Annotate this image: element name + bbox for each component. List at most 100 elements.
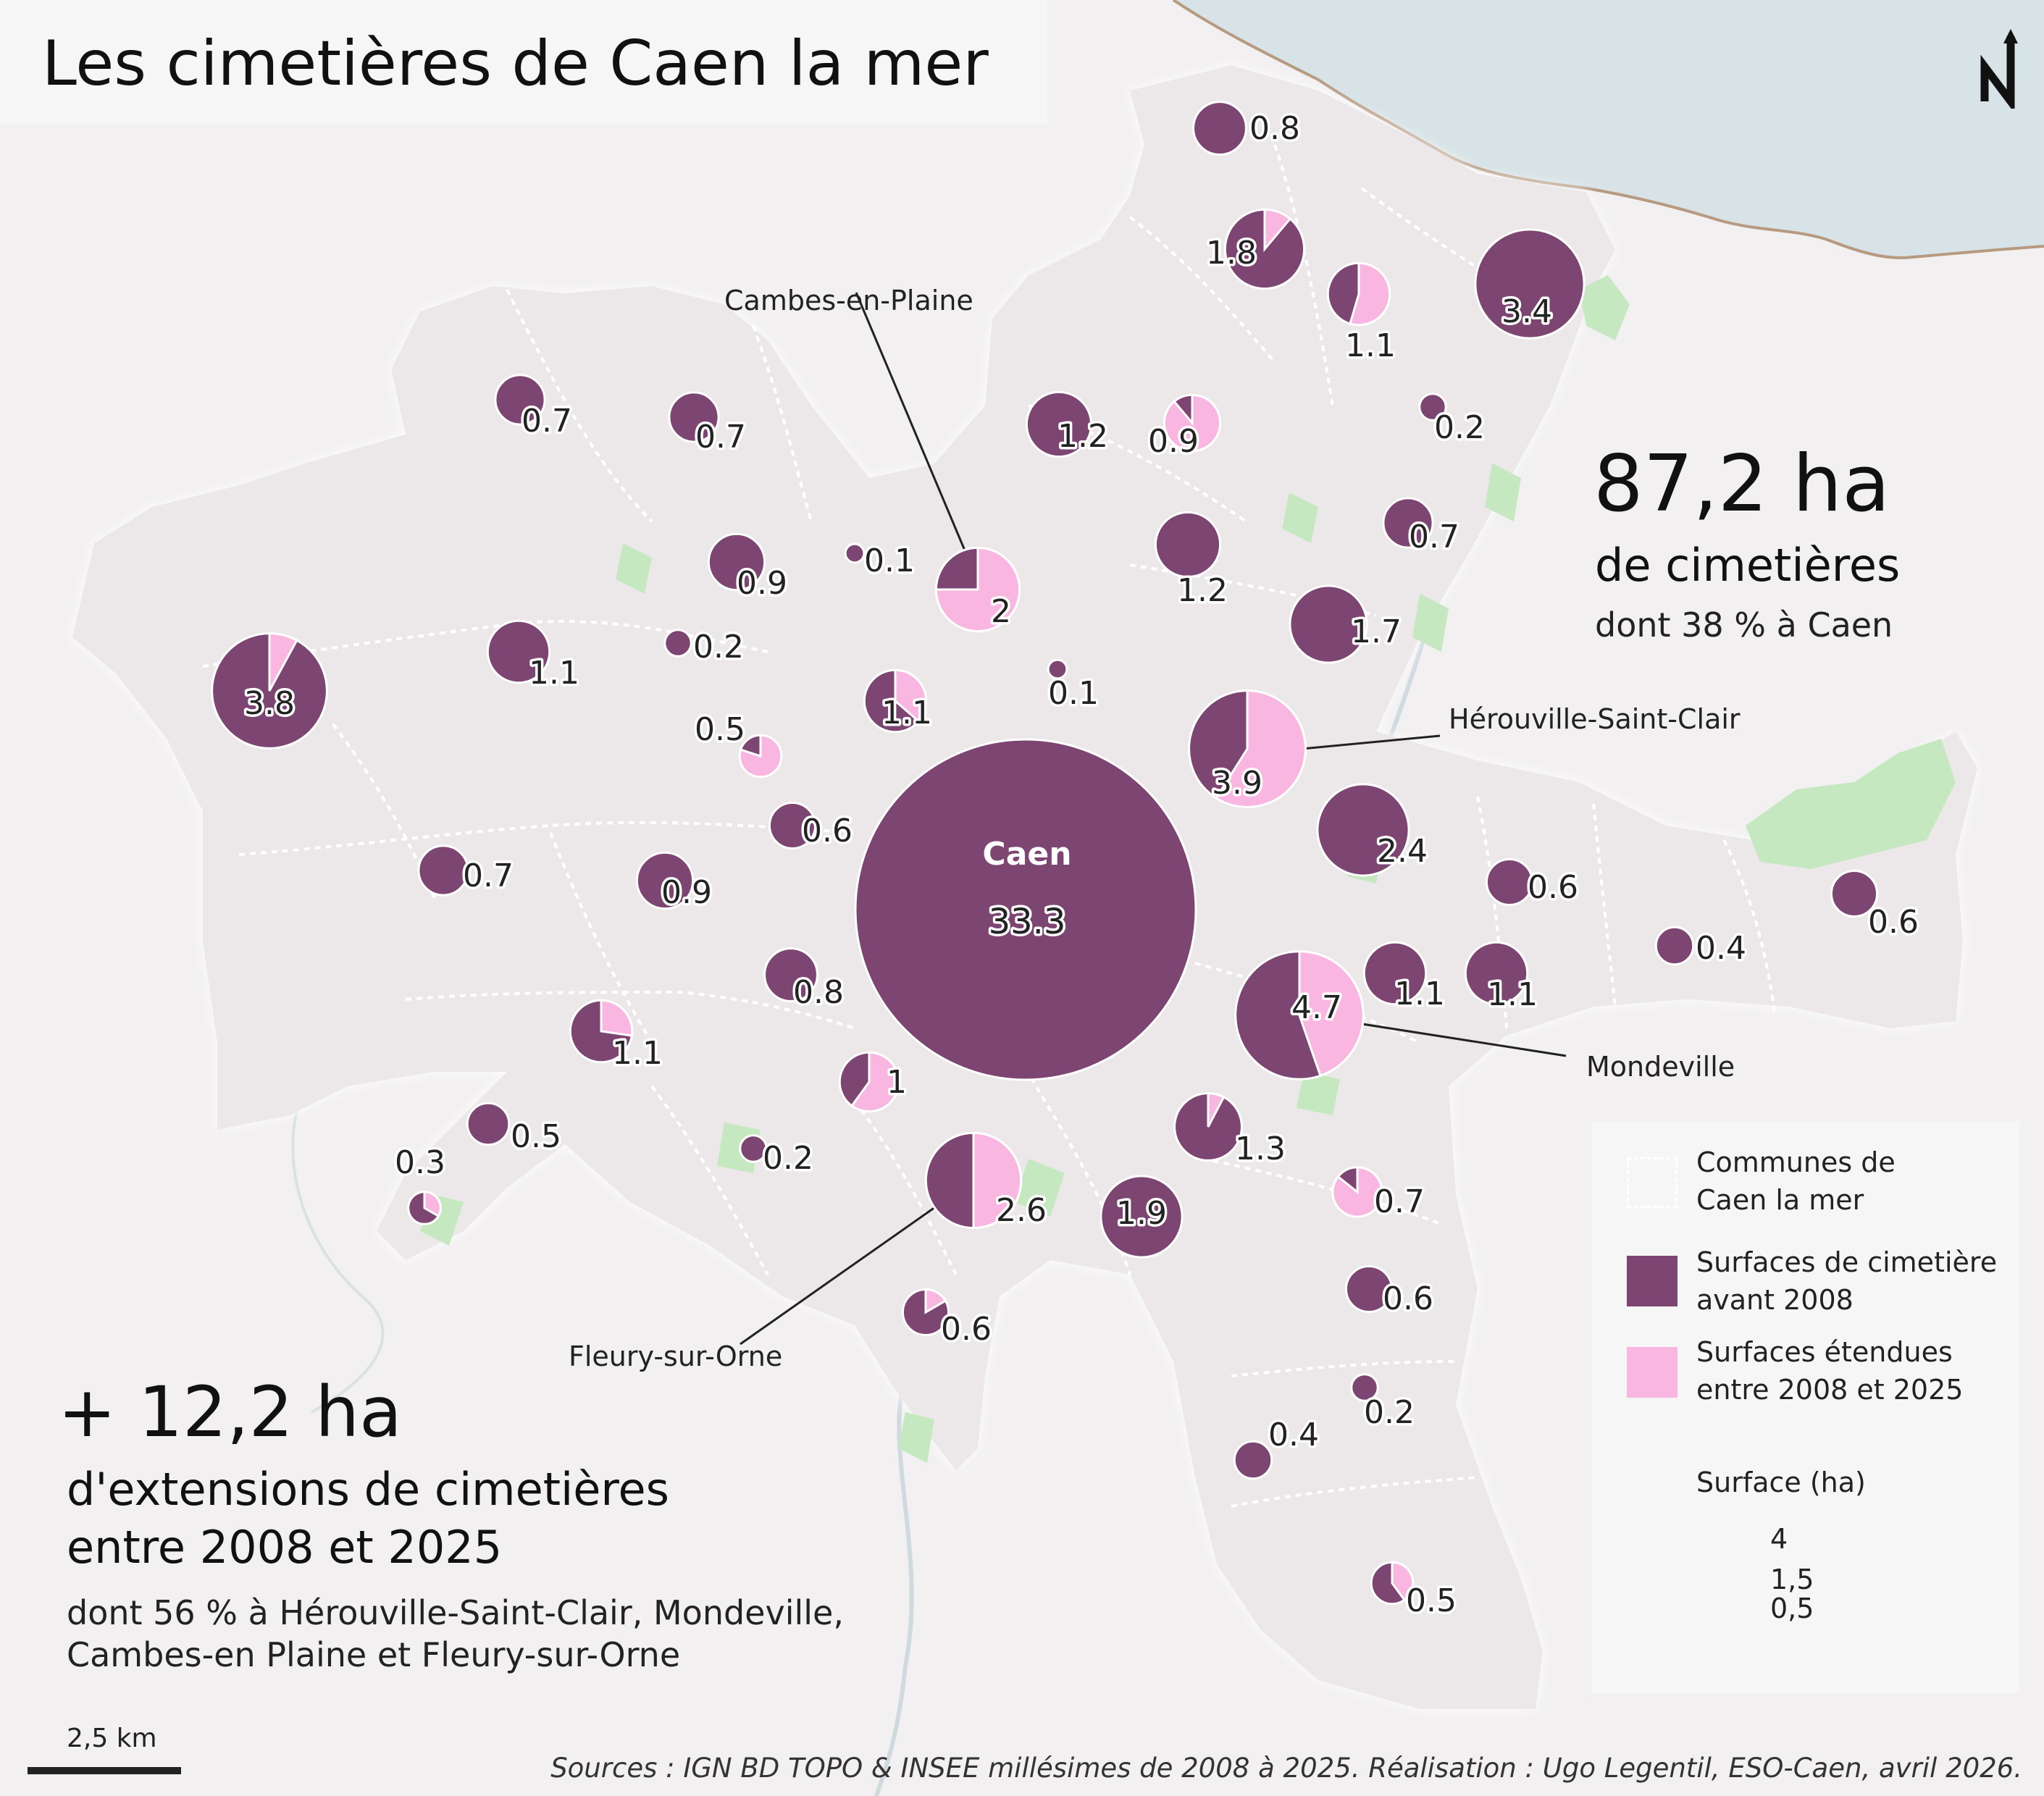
cemetery-value-label: 0.5 <box>511 1118 561 1155</box>
cemetery-value-label: 0.7 <box>522 403 572 440</box>
cemetery-value-label: 0.8 <box>1249 110 1300 147</box>
north-arrow-icon <box>1976 29 2027 114</box>
cemetery-value-label: 0.7 <box>1374 1183 1425 1220</box>
cemetery-value-label: 2.4 <box>1377 833 1428 870</box>
label-cambes-en-plaine: Cambes-en-Plaine <box>724 285 973 316</box>
cemetery-symbol: 0.7 <box>1382 497 1462 558</box>
cemetery-symbol: 1.1 <box>1464 941 1540 1016</box>
cemetery-symbol: 0.4 <box>1233 1414 1321 1480</box>
callout-line-cambes <box>855 292 966 551</box>
cemetery-pie-before-2008 <box>1100 1175 1184 1259</box>
cemetery-pie-before-2008 <box>668 391 720 443</box>
cemetery-value-label: 0.8 <box>793 974 844 1011</box>
cemetery-symbol: 0.2 <box>1350 1373 1417 1434</box>
cemetery-symbol: 1.3 <box>1173 1092 1288 1170</box>
cemetery-symbol: 2.4 <box>1316 783 1430 877</box>
cemetery-pie-before-2008 <box>1362 941 1428 1006</box>
cemetery-value-label: 0.6 <box>941 1311 992 1348</box>
cemetery-symbol: 0.2 <box>739 1134 816 1180</box>
cemetery-value-label: 1.2 <box>1057 418 1108 455</box>
cemetery-pie-before-2008 <box>844 542 866 564</box>
cemetery-value-label: 0.1 <box>864 542 915 579</box>
cemetery-pie-extension-slice <box>268 632 298 692</box>
cemetery-symbol: 3.9 <box>1188 689 1307 808</box>
total-surface-value: 87,2 ha <box>1593 439 1890 529</box>
cemetery-symbol: 2.6 <box>924 1131 1049 1232</box>
cemetery-symbol: 1.7 <box>1289 584 1404 664</box>
cemetery-symbol: 1.2 <box>1025 390 1110 458</box>
sea <box>1173 0 2044 258</box>
cemetery-value-label: 1.9 <box>1116 1195 1167 1232</box>
label-herouville-saint-clair: Hérouville-Saint-Clair <box>1449 703 1741 735</box>
cemetery-pie-before-2008 <box>1382 497 1434 549</box>
cemetery-value-label: 2.6 <box>996 1192 1047 1229</box>
cemetery-pie-before-2008 <box>768 801 817 850</box>
legend-communes-line2: Caen la mer <box>1696 1184 1864 1216</box>
scale-label: 2,5 km <box>67 1724 157 1753</box>
cemetery-value-label: 1.7 <box>1351 613 1402 650</box>
cemetery-pie-extension-slice <box>1214 689 1307 808</box>
cemetery-value-label: 1.1 <box>1394 975 1445 1012</box>
cemetery-pie-extension-slice <box>738 734 783 779</box>
cemetery-symbol: 0.7 <box>494 374 574 442</box>
cemetery-value-label: 2 <box>991 593 1011 630</box>
cemetery-pie-before-2008 <box>1316 783 1410 877</box>
cemetery-value-label: 0.5 <box>695 711 745 748</box>
cemetery-value-label: 0.9 <box>737 565 787 602</box>
cemetery-pie-before-2008 <box>1485 857 1534 907</box>
legend-size-value-small: 0,5 <box>1770 1593 1814 1624</box>
caen-name-label: Caen <box>982 836 1071 873</box>
cemetery-value-label: 1 <box>887 1064 907 1101</box>
sources-credit: Sources : IGN BD TOPO & INSEE millésimes… <box>550 1753 2022 1784</box>
cemetery-value-label: 0.2 <box>693 629 744 666</box>
cemetery-pie-extension-slice <box>600 999 634 1037</box>
legend-extension-line2: entre 2008 et 2025 <box>1696 1374 1964 1406</box>
cemetery-pie-before-2008 <box>739 1134 768 1163</box>
cemetery-value-label: 0.9 <box>1148 423 1199 460</box>
label-fleury-sur-orne: Fleury-sur-Orne <box>569 1340 782 1372</box>
legend-size-value-large: 4 <box>1770 1523 1788 1555</box>
cemetery-pie-extension-slice <box>1391 1561 1415 1602</box>
cemetery-value-label: 0.5 <box>1406 1582 1457 1619</box>
legend-swatch-before <box>1627 1256 1677 1306</box>
cemetery-pie-before-2008 <box>635 851 695 910</box>
cemetery-value-label: 0.1 <box>1048 675 1099 712</box>
cemetery-pie-before-2008 <box>1830 869 1879 918</box>
legend-before-line1: Surfaces de cimetière <box>1696 1246 1998 1278</box>
cemetery-pie-before-2008 <box>1025 390 1093 458</box>
cemetery-value-label: 1.1 <box>1487 976 1538 1013</box>
callout-labels: Cambes-en-Plaine Hérouville-Saint-Clair … <box>569 285 1741 1372</box>
extension-surface-label-line1: d'extensions de cimetières <box>67 1463 669 1516</box>
cemetery-pie-before-2008 <box>1289 584 1368 664</box>
legend-size-value-medium: 1,5 <box>1770 1564 1814 1595</box>
scale-bar <box>28 1767 181 1774</box>
cemetery-symbol: 0.6 <box>1485 857 1580 909</box>
cemetery-value-label: 0.7 <box>695 419 746 456</box>
cemetery-symbol: 1.1 <box>569 999 665 1075</box>
cemetery-value-label: 3.9 <box>1212 765 1262 802</box>
cemetery-pie-before-2008 <box>1350 1373 1379 1402</box>
cemetery-pie-before-2008 <box>466 1101 511 1146</box>
cemetery-pie-before-2008 <box>1047 658 1068 680</box>
cemetery-pie-before-2008 <box>1464 941 1529 1006</box>
cemetery-symbol: 1.9 <box>1100 1175 1184 1259</box>
cemetery-value-label: 0.6 <box>1868 904 1919 941</box>
total-surface-note: dont 38 % à Caen <box>1595 605 1893 645</box>
callout-line-fleury <box>740 1192 955 1346</box>
cemetery-value-label: 0.7 <box>463 857 514 894</box>
cemetery-pie-before-2008 <box>1154 511 1222 579</box>
cemetery-symbol: 0.6 <box>1830 869 1921 944</box>
cemetery-value-label: 33.3 <box>989 902 1066 942</box>
cemetery-symbol: 1.1 <box>1326 261 1398 367</box>
cemetery-pie-extension-slice <box>1298 950 1365 1078</box>
legend-extension-line1: Surfaces étendues <box>1696 1336 1953 1368</box>
legend-size-title: Surface (ha) <box>1696 1466 1866 1498</box>
cemetery-symbol: 0.2 <box>1418 393 1487 449</box>
legend-before-line2: avant 2008 <box>1696 1284 1854 1316</box>
cemetery-symbol: 0.1 <box>844 540 917 582</box>
title-box: Les cimetières de Caen la mer <box>0 0 1047 125</box>
extension-surface-note-line1: dont 56 % à Hérouville-Saint-Clair, Mond… <box>67 1593 844 1632</box>
map-title: Les cimetières de Caen la mer <box>42 28 989 100</box>
cemetery-symbol: 1.2 <box>1154 511 1230 612</box>
cemetery-symbol: 0.3 <box>393 1142 448 1225</box>
